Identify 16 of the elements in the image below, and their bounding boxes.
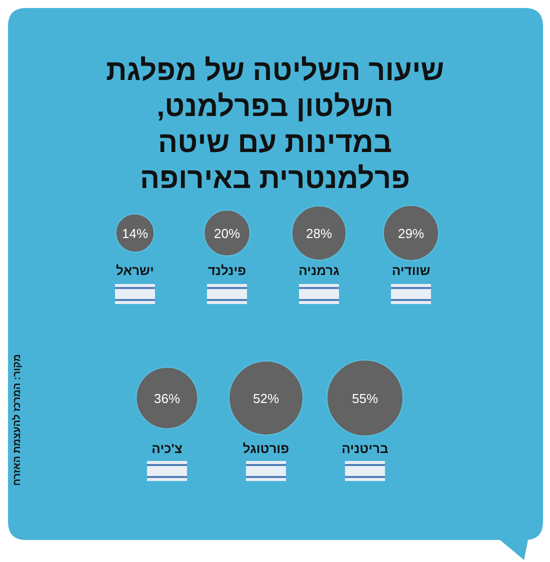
category-label: שוודיה: [392, 263, 430, 278]
category-label: צ'כיה: [152, 441, 182, 456]
category-label: פינלנד: [208, 263, 246, 278]
data-label: 14%: [122, 226, 148, 241]
data-label: 52%: [252, 391, 280, 406]
text: מקור: המרכז להעצמת האזרח: [11, 354, 23, 486]
category-label: פורטוגל: [242, 441, 290, 456]
category-label: ישראל: [116, 263, 154, 278]
data-label: 28%: [306, 226, 332, 241]
data-label: 29%: [398, 226, 424, 241]
text: שיעור השליטה של מפלגת השלטון בפרלמנט, במדינות עם שיטה פרלמנטרית באירופה: [106, 55, 444, 195]
data-label: 36%: [154, 391, 180, 406]
data-label: 20%: [214, 226, 240, 241]
category-label: בריטניה: [342, 441, 388, 456]
category-label: גרמניה: [298, 263, 340, 278]
data-label: 55%: [352, 391, 378, 406]
